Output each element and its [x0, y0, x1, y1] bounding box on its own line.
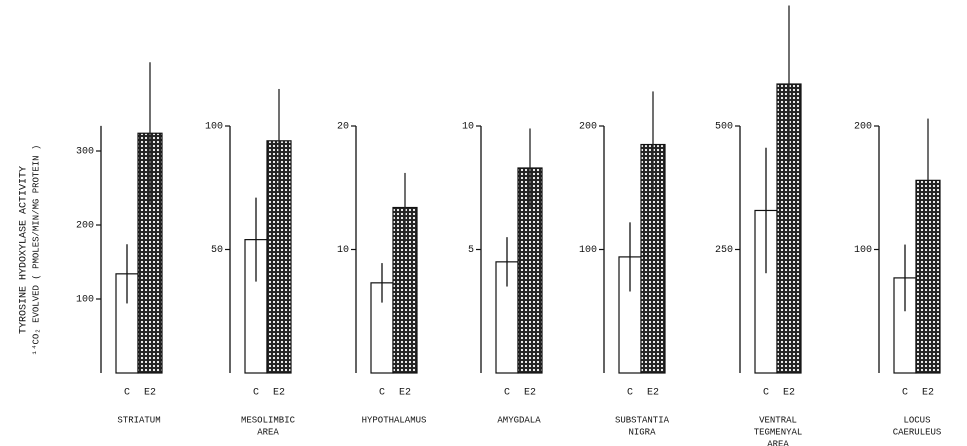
x-tick-label: E2 [647, 388, 659, 399]
y-tick-label: 200 [854, 122, 872, 133]
y-tick-label: 10 [337, 245, 349, 256]
y-tick-label: 200 [76, 221, 94, 232]
y-tick-label: 10 [462, 122, 474, 133]
panel-title: SUBSTANTIA [615, 415, 670, 425]
y-axis-label: ¹⁴CO₂ EVOLVED ( PMOLES/MIN/MG PROTEIN ) [30, 145, 41, 356]
panel-title: CAERULEUS [893, 427, 942, 437]
y-tick-label: 50 [211, 245, 223, 256]
y-axis-label: TYROSINE HYDOXYLASE ACTIVITY [19, 166, 30, 334]
panel-title: AMYGDALA [497, 415, 541, 425]
x-tick-label: E2 [524, 388, 536, 399]
y-tick-label: 200 [579, 122, 597, 133]
y-tick-label: 100 [205, 122, 223, 133]
panel-title: AREA [257, 427, 279, 437]
x-tick-label: E2 [144, 388, 156, 399]
x-tick-label: E2 [783, 388, 795, 399]
panel-title: TEGMENYAL [754, 427, 803, 437]
x-tick-label: C [504, 388, 510, 399]
y-tick-label: 500 [715, 122, 733, 133]
y-tick-label: 100 [76, 295, 94, 306]
x-tick-label: C [627, 388, 633, 399]
panel-title: LOCUS [903, 415, 930, 425]
x-tick-label: E2 [399, 388, 411, 399]
x-tick-label: C [902, 388, 908, 399]
panel-title: NIGRA [628, 427, 656, 437]
y-tick-label: 100 [579, 245, 597, 256]
y-tick-label: 100 [854, 245, 872, 256]
y-tick-label: 250 [715, 245, 733, 256]
x-tick-label: E2 [273, 388, 285, 399]
panel-title: MESOLIMBIC [241, 415, 296, 425]
y-tick-label: 20 [337, 122, 349, 133]
x-tick-label: E2 [922, 388, 934, 399]
panel-title: VENTRAL [759, 415, 797, 425]
x-tick-label: C [379, 388, 385, 399]
y-tick-label: 5 [468, 245, 474, 256]
x-tick-label: C [253, 388, 259, 399]
panel-title: HYPOTHALAMUS [362, 415, 427, 425]
panel-title: AREA [767, 439, 789, 446]
y-tick-label: 300 [76, 147, 94, 158]
x-tick-label: C [763, 388, 769, 399]
x-tick-label: C [124, 388, 130, 399]
panel-title: STRIATUM [117, 415, 160, 425]
